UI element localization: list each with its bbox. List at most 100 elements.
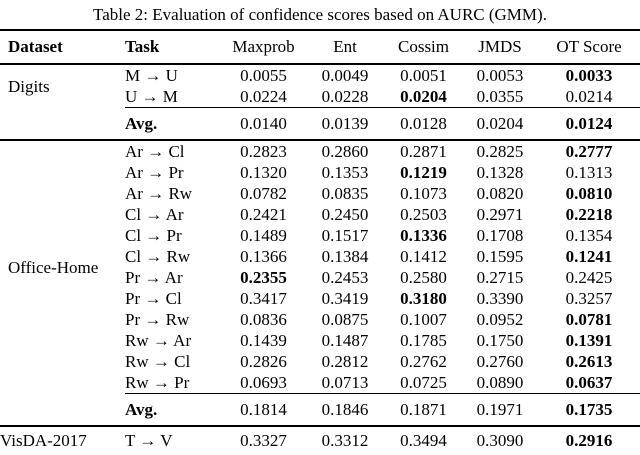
value-cell: 0.3180 (400, 289, 447, 308)
value-cell: 0.2580 (400, 268, 447, 287)
avg-row: Avg. 0.0140 0.0139 0.0128 0.0204 0.0124 (0, 107, 640, 141)
value-cell: 0.2916 (565, 431, 613, 450)
table-row: U → M 0.0224 0.0228 0.0204 0.0355 0.0214 (0, 86, 640, 108)
table-row: Ar → Rw 0.0782 0.0835 0.1073 0.0820 0.0810 (0, 183, 640, 204)
task-cell: Rw → Pr (125, 373, 190, 392)
table-row: Pr → Rw 0.0836 0.0875 0.1007 0.0952 0.0781 (0, 309, 640, 330)
col-header-ot-score: OT Score (556, 37, 622, 56)
value-cell: 0.2715 (476, 268, 524, 287)
value-cell: 0.0693 (240, 373, 287, 392)
task-cell: Rw → Cl (125, 352, 191, 371)
value-cell: 0.1391 (565, 331, 613, 350)
value-cell: 0.1487 (321, 331, 369, 350)
table-row: Ar → Pr 0.1320 0.1353 0.1219 0.1328 0.1313 (0, 162, 640, 183)
col-header-cossim: Cossim (397, 37, 450, 56)
value-cell: 0.1241 (565, 247, 613, 266)
value-cell: 0.1750 (476, 331, 524, 350)
value-cell: 0.2825 (476, 142, 524, 161)
value-cell: 0.0228 (321, 87, 369, 106)
value-cell: 0.0810 (565, 184, 613, 203)
value-cell: 0.0214 (565, 87, 613, 106)
value-cell: 0.1328 (476, 163, 524, 182)
col-header-maxprob: Maxprob (232, 37, 295, 56)
value-cell: 0.0224 (240, 87, 287, 106)
avg-value-cell: 0.1871 (385, 393, 462, 426)
value-cell: 0.0053 (476, 66, 524, 85)
value-cell: 0.1219 (400, 163, 447, 182)
value-cell: 0.1595 (476, 247, 524, 266)
avg-value-cell: 0.0128 (385, 107, 462, 140)
avg-value-cell: 0.1846 (305, 393, 385, 426)
value-cell: 0.0055 (240, 66, 287, 85)
value-cell: 0.2860 (321, 142, 369, 161)
col-header-ent: Ent (333, 37, 357, 56)
table-row: Cl → Ar 0.2421 0.2450 0.2503 0.2971 0.2218 (0, 204, 640, 225)
avg-label: Avg. (125, 107, 222, 140)
table-row: Cl → Rw 0.1366 0.1384 0.1412 0.1595 0.1241 (0, 246, 640, 267)
value-cell: 0.2777 (565, 142, 613, 161)
task-cell: Pr → Rw (125, 310, 190, 329)
task-cell: Ar → Cl (125, 142, 185, 161)
value-cell: 0.2760 (476, 352, 524, 371)
value-cell: 0.1354 (565, 226, 613, 245)
table-row: Rw → Ar 0.1439 0.1487 0.1785 0.1750 0.1391 (0, 330, 640, 351)
value-cell: 0.1366 (240, 247, 287, 266)
value-cell: 0.0049 (321, 66, 369, 85)
value-cell: 0.3417 (240, 289, 287, 308)
avg-value-cell: 0.0124 (538, 107, 640, 140)
table-row: Pr → Ar 0.2355 0.2453 0.2580 0.2715 0.2425 (0, 267, 640, 288)
table-row: VisDA-2017 T → V 0.3327 0.3312 0.3494 0.3090 0… (0, 426, 640, 455)
value-cell: 0.3090 (476, 431, 524, 450)
avg-value-cell: 0.1814 (222, 393, 305, 426)
value-cell: 0.2453 (321, 268, 369, 287)
task-cell: Cl → Rw (125, 247, 191, 266)
col-header-jmds: JMDS (478, 37, 522, 56)
value-cell: 0.1320 (240, 163, 287, 182)
value-cell: 0.2503 (400, 205, 447, 224)
dataset-label: Office-Home (8, 257, 99, 277)
aurc-results-table: Dataset Task Maxprob Ent Cossim JMDS OT … (0, 29, 640, 455)
empty-cell (0, 108, 125, 141)
table-row: Digits M → U 0.0055 0.0049 0.0051 0.0053 0.003… (0, 64, 640, 96)
value-cell: 0.2218 (565, 205, 613, 224)
table-caption: Table 2: Evaluation of confidence scores… (93, 5, 547, 24)
value-cell: 0.0875 (321, 310, 369, 329)
col-header-task: Task (125, 37, 160, 56)
avg-value-cell: 0.1971 (462, 393, 538, 426)
task-cell: Ar → Rw (125, 184, 193, 203)
value-cell: 0.0782 (240, 184, 287, 203)
value-cell: 0.2425 (565, 268, 613, 287)
task-cell: Rw → Ar (125, 331, 192, 350)
value-cell: 0.1353 (321, 163, 369, 182)
value-cell: 0.0835 (321, 184, 369, 203)
value-cell: 0.3312 (321, 431, 369, 450)
col-header-dataset: Dataset (8, 37, 63, 56)
value-cell: 0.0952 (476, 310, 524, 329)
value-cell: 0.3494 (400, 431, 447, 450)
value-cell: 0.0836 (240, 310, 287, 329)
value-cell: 0.1708 (476, 226, 524, 245)
value-cell: 0.2613 (565, 352, 613, 371)
value-cell: 0.0713 (321, 373, 369, 392)
header-row: Dataset Task Maxprob Ent Cossim JMDS OT … (0, 30, 640, 64)
value-cell: 0.0355 (476, 87, 524, 106)
task-cell: Pr → Ar (125, 268, 183, 287)
value-cell: 0.1517 (321, 226, 369, 245)
value-cell: 0.0725 (400, 373, 447, 392)
value-cell: 0.0820 (476, 184, 524, 203)
dataset-label: Digits (8, 76, 50, 96)
value-cell: 0.0051 (400, 66, 447, 85)
value-cell: 0.2355 (240, 268, 287, 287)
task-cell: Ar → Pr (125, 163, 184, 182)
table-row: Pr → Cl 0.3417 0.3419 0.3180 0.3390 0.3257 (0, 288, 640, 309)
value-cell: 0.1489 (240, 226, 287, 245)
avg-value-cell: 0.0204 (462, 107, 538, 140)
value-cell: 0.3257 (565, 289, 613, 308)
task-cell: Cl → Pr (125, 226, 182, 245)
value-cell: 0.0890 (476, 373, 524, 392)
value-cell: 0.0204 (400, 87, 447, 106)
value-cell: 0.1785 (400, 331, 447, 350)
value-cell: 0.1439 (240, 331, 287, 350)
value-cell: 0.2871 (400, 142, 447, 161)
